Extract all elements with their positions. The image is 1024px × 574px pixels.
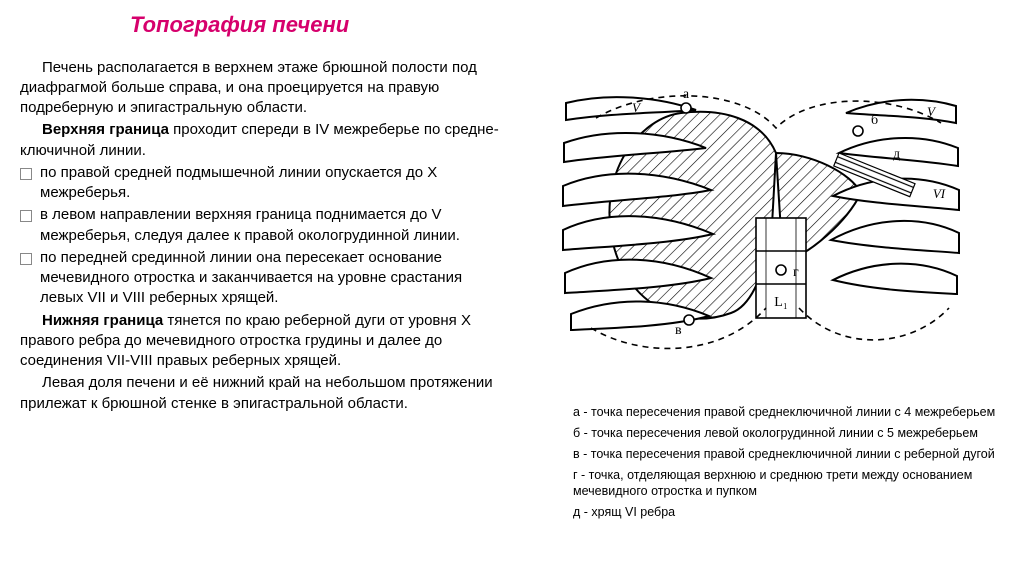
list-item: по правой средней подмышечной линии опус… — [20, 163, 500, 204]
list-item: в левом направлении верхняя граница подн… — [20, 205, 500, 246]
legend-d: д - хрящ VI ребра — [573, 504, 1004, 521]
square-bullet-icon — [20, 253, 32, 265]
lower-border-label: Нижняя граница — [42, 312, 163, 329]
square-bullet-icon — [20, 168, 32, 180]
svg-text:в: в — [675, 323, 682, 338]
square-bullet-icon — [20, 210, 32, 222]
svg-text:д: д — [893, 147, 900, 162]
text-column: Печень располагается в верхнем этаже брю… — [20, 58, 500, 526]
bullet-text: по правой средней подмышечной линии опус… — [40, 163, 500, 204]
left-costal-arch-dashed — [799, 308, 949, 340]
bullet-text: в левом направлении верхняя граница подн… — [40, 205, 500, 246]
figure-column: L₁ — [518, 58, 1004, 526]
paragraph-lower: Нижняя граница тянется по краю реберной … — [20, 311, 500, 372]
figure-legend: а - точка пересечения правой среднеключи… — [573, 404, 1004, 521]
svg-text:VI: VI — [933, 186, 946, 201]
legend-a: а - точка пересечения правой среднеключи… — [573, 404, 1004, 421]
paragraph-intro: Печень располагается в верхнем этаже брю… — [20, 58, 500, 119]
svg-text:а: а — [683, 87, 690, 102]
list-item: по передней срединной линии она пересека… — [20, 248, 500, 309]
svg-text:б: б — [871, 113, 878, 128]
page-title: Топография печени — [130, 10, 1004, 40]
bullet-list: по правой средней подмышечной линии опус… — [20, 163, 500, 309]
liver-topography-diagram: L₁ — [561, 58, 961, 398]
svg-text:г: г — [793, 265, 799, 280]
legend-v: в - точка пересечения правой среднеключи… — [573, 446, 1004, 463]
legend-b: б - точка пересечения левой окологрудинн… — [573, 425, 1004, 442]
upper-border-label: Верхняя граница — [42, 121, 169, 138]
paragraph-left-lobe: Левая доля печени и её нижний край на не… — [20, 373, 500, 414]
legend-g: г - точка, отделяющая верхнюю и среднюю … — [573, 467, 1004, 501]
paragraph-upper: Верхняя граница проходит спереди в IV ме… — [20, 120, 500, 161]
content-wrap: Печень располагается в верхнем этаже брю… — [20, 58, 1004, 526]
bullet-text: по передней срединной линии она пересека… — [40, 248, 500, 309]
vertebra-label: L₁ — [774, 295, 787, 310]
figure-wrap: L₁ — [518, 58, 1004, 522]
